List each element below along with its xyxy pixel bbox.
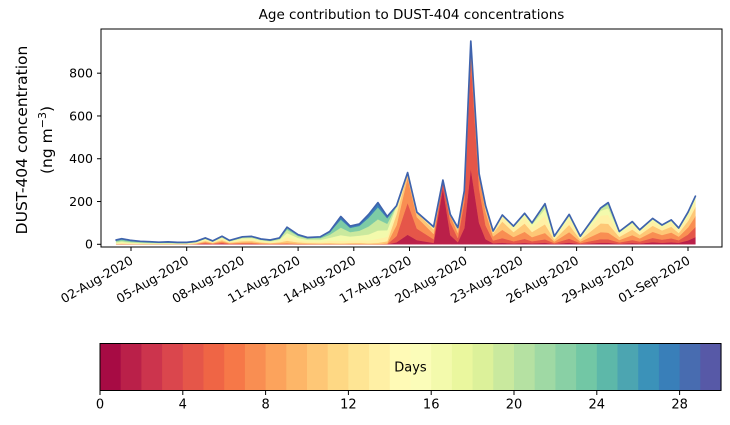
colorbar-segment	[617, 343, 639, 391]
y-axis-label-line1: DUST-404 concentration	[13, 45, 31, 235]
y-axis-label-units: (ng m−3)	[36, 105, 57, 175]
colorbar-segment	[100, 343, 122, 391]
y-tick-label: 400	[69, 151, 93, 166]
colorbar-segment	[410, 343, 432, 391]
colorbar-segment	[389, 343, 412, 391]
colorbar-segment	[286, 343, 308, 391]
colorbar-tick-label: 20	[506, 398, 523, 413]
colorbar-tick-label: 24	[589, 398, 606, 413]
colorbar-tick-label: 16	[423, 398, 440, 413]
colorbar-segment	[658, 343, 681, 391]
chart-title: Age contribution to DUST-404 concentrati…	[258, 7, 565, 23]
colorbar-segment	[244, 343, 267, 391]
total-concentration-line	[115, 40, 697, 244]
colorbar-segment	[162, 343, 184, 391]
colorbar-segment	[493, 343, 515, 391]
colorbar-segment	[700, 343, 722, 391]
colorbar-segment	[307, 343, 329, 391]
y-tick-label: 600	[69, 108, 93, 123]
colorbar-segment	[182, 343, 205, 391]
colorbar-tick-label: 0	[96, 398, 104, 413]
plot-border	[100, 28, 723, 248]
colorbar-segment	[555, 343, 577, 391]
colorbar-label: Days	[394, 361, 427, 376]
colorbar-tick-label: 4	[179, 398, 187, 413]
colorbar-segment	[679, 343, 701, 391]
colorbar-tick-label: 12	[340, 398, 357, 413]
colorbar-tick-label: 8	[261, 398, 269, 413]
colorbar-border	[99, 343, 722, 391]
colorbar-segment	[514, 343, 536, 391]
colorbar-segment	[451, 343, 474, 391]
colorbar-segment	[638, 343, 660, 391]
y-tick-label: 0	[85, 237, 93, 252]
colorbar-segment	[141, 343, 163, 391]
colorbar-segment	[265, 343, 287, 391]
colorbar-segment	[203, 343, 225, 391]
colorbar-segment	[534, 343, 556, 391]
colorbar-segment	[369, 343, 391, 391]
colorbar-segment	[224, 343, 246, 391]
colorbar-segment	[431, 343, 453, 391]
colorbar-segment	[576, 343, 598, 391]
colorbar-tick-label: 28	[671, 398, 688, 413]
y-tick-label: 200	[69, 194, 93, 209]
y-tick-label: 800	[69, 65, 93, 80]
colorbar-segment	[348, 343, 370, 391]
y-axis-label: DUST-404 concentration (ng m−3)	[10, 0, 66, 290]
colorbar-segment	[596, 343, 619, 391]
colorbar-segment	[472, 343, 494, 391]
colorbar-segment	[120, 343, 142, 391]
colorbar-segment	[327, 343, 349, 391]
